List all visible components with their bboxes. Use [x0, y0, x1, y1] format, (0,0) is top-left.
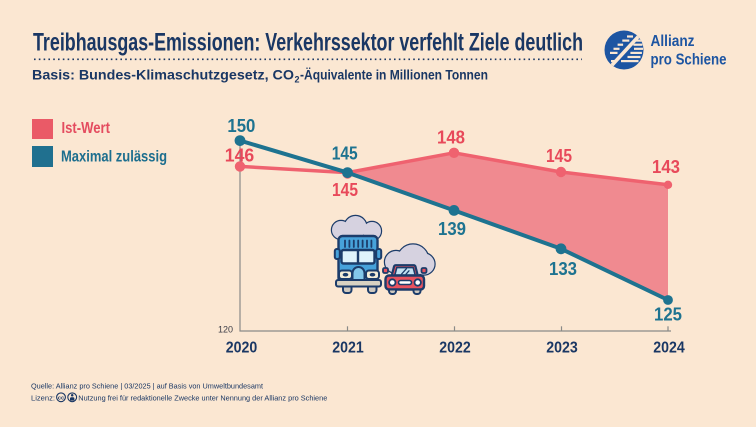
svg-text:2022: 2022 [439, 340, 471, 357]
svg-text:Lizenz:: Lizenz: [31, 394, 55, 403]
svg-text:2: 2 [295, 75, 300, 85]
svg-text:pro Schiene: pro Schiene [651, 52, 727, 69]
svg-text:cc: cc [58, 395, 64, 401]
svg-text:Treibhausgas-Emissionen: Verke: Treibhausgas-Emissionen: Verkehrssektor … [33, 29, 583, 57]
svg-text:2023: 2023 [546, 340, 578, 357]
svg-text:146: 146 [225, 146, 255, 166]
svg-text:2024: 2024 [653, 340, 685, 357]
svg-text:145: 145 [546, 146, 572, 166]
svg-text:Quelle: Allianz pro Schiene |: Quelle: Allianz pro Schiene | 03/2025 | … [31, 382, 264, 391]
svg-text:-Äquivalente in Millionen Tonn: -Äquivalente in Millionen Tonnen [300, 68, 488, 83]
svg-text:125: 125 [654, 304, 682, 324]
svg-text:143: 143 [652, 157, 680, 177]
svg-text:Maximal zulässig: Maximal zulässig [61, 149, 167, 166]
svg-text:120: 120 [218, 325, 233, 335]
svg-text:145: 145 [332, 144, 358, 164]
svg-text:Ist-Wert: Ist-Wert [62, 120, 111, 137]
svg-text:2021: 2021 [332, 340, 364, 357]
svg-text:133: 133 [549, 259, 577, 279]
svg-text:Nutzung frei für redaktionelle: Nutzung frei für redaktionelle Zwecke un… [78, 394, 327, 403]
svg-text:139: 139 [438, 219, 466, 239]
svg-text:145: 145 [332, 180, 358, 200]
svg-text:148: 148 [437, 127, 465, 147]
svg-text:150: 150 [227, 116, 255, 136]
svg-text:2020: 2020 [226, 340, 258, 357]
svg-text:Allianz: Allianz [651, 33, 695, 50]
svg-text:Basis: Bundes-Klimaschutzgeset: Basis: Bundes-Klimaschutzgesetz, CO [32, 68, 294, 83]
